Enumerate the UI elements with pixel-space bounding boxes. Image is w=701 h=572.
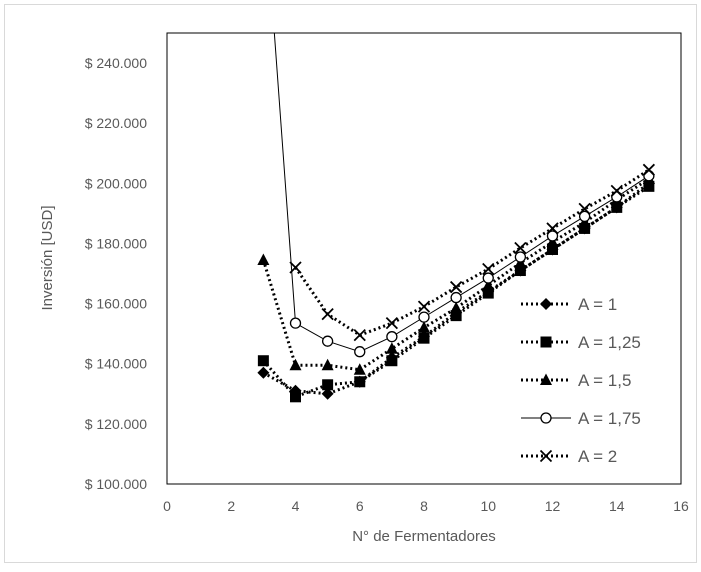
data-point [418,321,430,333]
legend-item: A = 1 [521,295,617,314]
y-tick-label: $ 160.000 [85,296,147,312]
data-point [257,366,270,379]
data-point [610,184,623,197]
x-tick-label: 16 [673,498,689,514]
plot-area [166,32,682,485]
legend-label: A = 1,5 [578,371,631,390]
data-point [546,222,559,235]
data-point [353,363,366,375]
x-tick-label: 0 [163,498,171,514]
y-tick-label: $ 100.000 [85,476,147,492]
legend-item: A = 1,75 [521,409,641,428]
y-tick-label: $ 180.000 [85,235,147,251]
data-point [578,202,591,216]
x-tick-label: 10 [480,498,496,514]
data-point [257,253,270,266]
x-tick-label: 14 [609,498,625,514]
data-point [642,163,656,176]
data-point [289,358,302,371]
data-point [482,272,494,284]
data-point [450,301,463,314]
series-line [294,168,650,337]
x-tick-label: 8 [420,498,428,514]
legend: A = 1 A = 1,25 A = 1,5 A = 1,75 A = 2 [521,295,641,466]
data-point [546,230,559,242]
legend-marker [540,412,552,424]
series-4 [273,33,655,358]
series-2 [257,180,655,403]
x-tick-label: 4 [292,498,300,514]
data-point [482,279,495,291]
data-point [643,180,655,192]
data-point [450,291,462,304]
data-point [482,287,494,299]
data-point [611,201,623,213]
data-point [578,210,591,223]
data-point [514,241,527,255]
data-point [353,329,366,342]
data-point [321,307,334,321]
legend-label: A = 1 [578,295,617,314]
legend-label: A = 1,25 [578,333,641,352]
data-point [386,355,398,367]
y-tick-label: $ 140.000 [85,356,147,372]
data-point [321,335,334,347]
y-axis-title: Inversión [USD] [39,205,56,310]
data-point [514,265,526,277]
legend-marker [540,336,552,348]
data-point [289,317,302,329]
data-point [386,331,398,343]
data-point [418,332,430,344]
axes: $ 100.000 $ 120.000 $ 140.000 $ 160.000 $ 18… [85,55,689,514]
legend-marker [540,298,552,310]
plot-border [166,32,682,485]
x-axis-title: N° de Fermentadores [352,528,496,545]
data-point [514,251,527,263]
legend-label: A = 2 [578,447,617,466]
legend-item: A = 1,5 [521,371,631,390]
legend-label: A = 1,75 [578,409,641,428]
data-point [449,280,463,294]
data-point [321,358,334,371]
x-tick-label: 6 [356,498,364,514]
data-point [289,261,302,274]
legend-item: A = 1,25 [521,333,641,352]
data-point [385,317,399,330]
data-point [579,222,591,234]
chart-area-border [4,4,697,563]
data-point [385,342,398,354]
legend-marker [540,373,552,385]
data-point [354,376,366,388]
series-clip-group [257,33,656,403]
data-point [418,311,430,323]
data-point [482,262,495,276]
series-layer [257,33,656,403]
legend-item: A = 2 [521,447,617,466]
y-tick-label: $ 220.000 [85,115,147,131]
data-point [354,346,366,358]
data-point [547,243,558,255]
y-tick-label: $ 200.000 [85,175,147,191]
series-5 [289,163,656,342]
data-point [290,391,301,403]
data-point [417,300,431,313]
data-point [450,310,462,322]
x-tick-label: 2 [227,498,235,514]
data-point [321,387,334,400]
x-tick-label: 12 [545,498,561,514]
y-tick-label: $ 240.000 [85,55,147,71]
y-tick-label: $ 120.000 [85,416,147,432]
data-point [257,355,269,367]
legend-marker [539,449,553,463]
data-point [322,379,334,391]
